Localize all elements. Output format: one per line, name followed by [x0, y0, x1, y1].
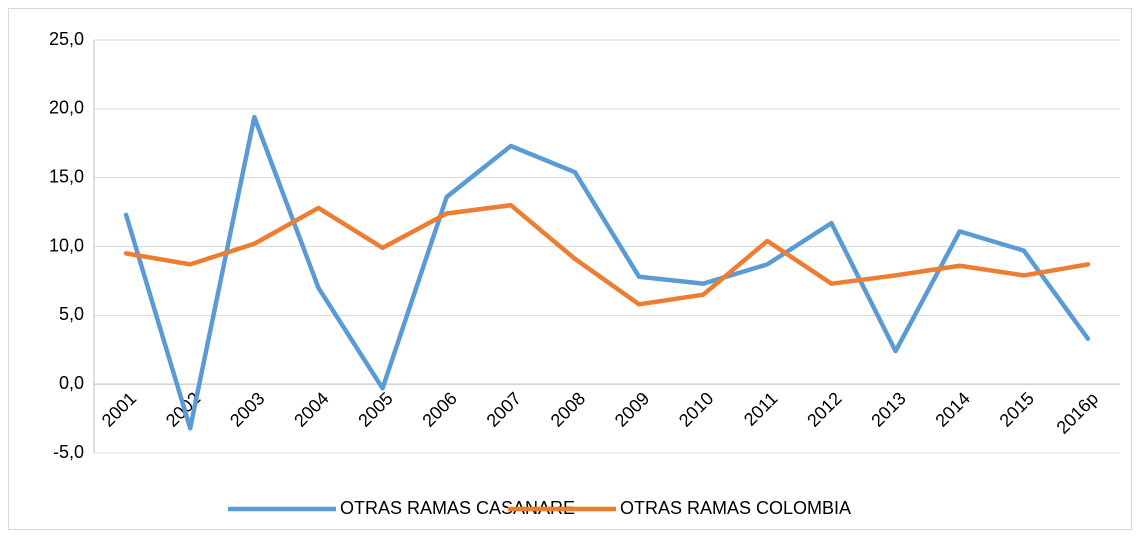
y-tick-label: 25,0: [49, 29, 84, 49]
legend-label: OTRAS RAMAS COLOMBIA: [620, 498, 851, 518]
y-tick-label: 5,0: [59, 304, 84, 324]
legend-label: OTRAS RAMAS CASANARE: [340, 498, 575, 518]
data-line: [123, 202, 1091, 307]
y-tick-label: 0,0: [59, 373, 84, 393]
y-tick-label: -5,0: [53, 442, 84, 462]
y-tick-label: 20,0: [49, 98, 84, 118]
y-tick-label: 15,0: [49, 166, 84, 186]
y-tick-label: 10,0: [49, 235, 84, 255]
data-line: [123, 114, 1091, 431]
chart-border: [8, 8, 1132, 530]
